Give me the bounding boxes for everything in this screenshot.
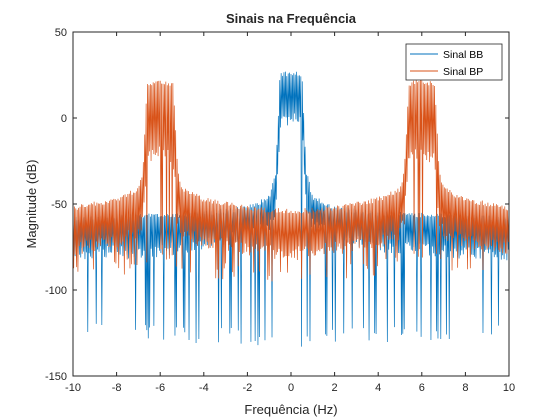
x-tick-label: 10 (503, 382, 515, 394)
x-tick-label: -2 (243, 382, 253, 394)
series-line-sinal-bp (72, 78, 510, 282)
legend: Sinal BB Sinal BP (405, 43, 503, 81)
legend-label-sinal-bp: Sinal BP (443, 66, 483, 78)
series-layer (72, 71, 510, 347)
x-tick-label: 0 (288, 382, 294, 394)
x-tick-label: -6 (155, 382, 165, 394)
x-tick-label: -8 (112, 382, 122, 394)
y-tick-label: 50 (55, 27, 67, 39)
y-axis-label: Magnitude (dB) (24, 160, 39, 249)
y-tick-label: -50 (51, 199, 67, 211)
x-tick-label: -4 (199, 382, 209, 394)
y-tick-label: -150 (45, 371, 67, 383)
legend-box (405, 43, 503, 81)
legend-label-sinal-bb: Sinal BB (443, 49, 483, 61)
x-tick-label: 2 (332, 382, 338, 394)
x-tick-label: 6 (419, 382, 425, 394)
x-tick-label: -10 (65, 382, 81, 394)
y-tick-label: 0 (61, 113, 67, 125)
y-tick-label: -100 (45, 285, 67, 297)
x-tick-label: 4 (375, 382, 381, 394)
ticks-layer: -10 -8 -6 -4 -2 0 2 4 6 8 10 -150 -100 -50 0 50 (45, 27, 515, 394)
series-line-sinal-bb (72, 71, 510, 347)
x-tick-label: 8 (462, 382, 468, 394)
x-axis-label: Frequência (Hz) (244, 402, 337, 417)
chart-title: Sinais na Frequência (226, 11, 357, 26)
